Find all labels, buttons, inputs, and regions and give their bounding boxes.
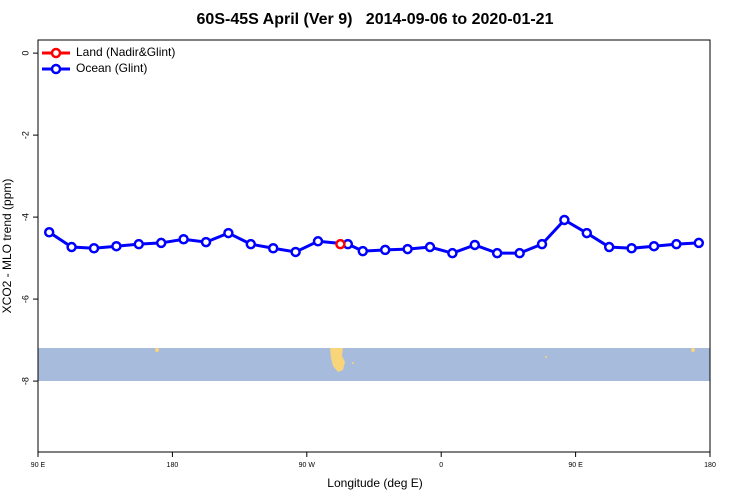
- legend-marker: [50, 47, 62, 59]
- ocean-map: [38, 348, 710, 381]
- data-point: [648, 240, 660, 252]
- data-point: [111, 240, 122, 252]
- legend-label: Ocean (Glint): [76, 61, 147, 75]
- x-tick-label: 90 E: [568, 462, 583, 469]
- data-point: [312, 236, 324, 247]
- data-point: [379, 244, 391, 256]
- data-point: [88, 243, 100, 254]
- data-point: [603, 241, 615, 253]
- data-point: [536, 238, 548, 250]
- x-tick-label: 180: [167, 462, 179, 469]
- chart-title: 60S-45S April (Ver 9) 2014-09-06 to 2020…: [197, 11, 554, 28]
- land-map: [352, 362, 354, 364]
- x-tick-label: 0: [439, 462, 443, 469]
- x-axis-label: Longitude (deg E): [327, 476, 422, 490]
- data-point: [514, 247, 525, 259]
- y-tick-label: 0: [20, 51, 30, 56]
- data-point: [424, 241, 436, 253]
- legend-label: Land (Nadir&Glint): [76, 45, 175, 59]
- data-point: [290, 246, 301, 258]
- data-point: [671, 238, 682, 250]
- series-line: [48, 218, 699, 255]
- land-map: [155, 348, 159, 352]
- data-point: [402, 243, 413, 255]
- data-point: [581, 227, 593, 239]
- data-point: [357, 245, 369, 257]
- land-map: [545, 356, 547, 358]
- data-point: [559, 214, 570, 226]
- data-point: [223, 227, 234, 239]
- data-point: [469, 239, 481, 251]
- data-point: [155, 237, 167, 249]
- data-point: [491, 247, 503, 259]
- data-point: [267, 243, 279, 254]
- y-tick-label: -6: [20, 295, 30, 303]
- y-tick-label: -8: [20, 377, 30, 385]
- data-point: [200, 236, 212, 248]
- x-tick-label: 90 W: [299, 462, 316, 469]
- land-map: [330, 348, 345, 372]
- data-point: [626, 243, 637, 254]
- y-axis-label: XCO2 - MLO trend (ppm): [0, 179, 14, 314]
- data-point: [133, 238, 145, 250]
- x-tick-label: 90 E: [31, 462, 46, 469]
- map-background: [38, 348, 710, 381]
- x-tick-label: 180: [704, 462, 716, 469]
- data-point: [335, 238, 346, 250]
- data-point: [43, 227, 55, 238]
- data-point: [178, 233, 189, 245]
- data-point: [447, 247, 458, 259]
- data-point: [693, 237, 705, 249]
- plot-frame: [37, 39, 711, 453]
- data-point: [245, 238, 257, 250]
- y-tick-label: -4: [20, 213, 30, 221]
- y-tick-label: -2: [20, 131, 30, 139]
- data-point: [66, 241, 77, 253]
- legend-marker: [50, 63, 62, 75]
- land-map: [691, 348, 695, 352]
